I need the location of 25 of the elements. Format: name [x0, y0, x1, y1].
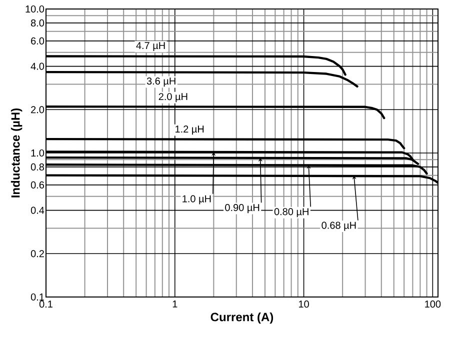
annotation: 0.68 µH	[322, 222, 356, 231]
x-tick-label: 10	[298, 300, 309, 308]
y-tick-label: 1.0	[31, 149, 44, 157]
x-tick-label: 1	[172, 300, 178, 308]
annotation: 0.80 µH	[274, 208, 308, 218]
x-axis-title: Current (A)	[210, 312, 274, 324]
y-tick-label: 4.0	[30, 62, 44, 70]
annotation: 3.6 µH	[146, 78, 176, 87]
y-axis-title: Inductance (µH)	[10, 108, 22, 198]
y-tick-label: 0.6	[30, 181, 44, 188]
y-tick-label: 0.8	[30, 163, 44, 170]
x-tick-label: 0.1	[39, 300, 52, 308]
y-tick-label: 8.0	[31, 19, 44, 26]
y-tick-label: 2.0	[31, 106, 44, 114]
y-tick-label: 10.0	[26, 5, 44, 13]
annotation: 1.0 µH	[182, 195, 211, 204]
annotation: 0.90 µH	[225, 204, 260, 214]
annotation: 2.0 µH	[158, 93, 188, 102]
y-tick-label: 0.2	[30, 250, 44, 258]
y-tick-label: 6.0	[31, 37, 44, 44]
x-tick-label: 100	[425, 300, 441, 308]
y-tick-label: 0.4	[30, 206, 44, 214]
annotation: 1.2 µH	[176, 126, 204, 135]
y-tick-label: 0.1	[30, 293, 44, 301]
annotation: 4.7 µH	[136, 42, 165, 52]
